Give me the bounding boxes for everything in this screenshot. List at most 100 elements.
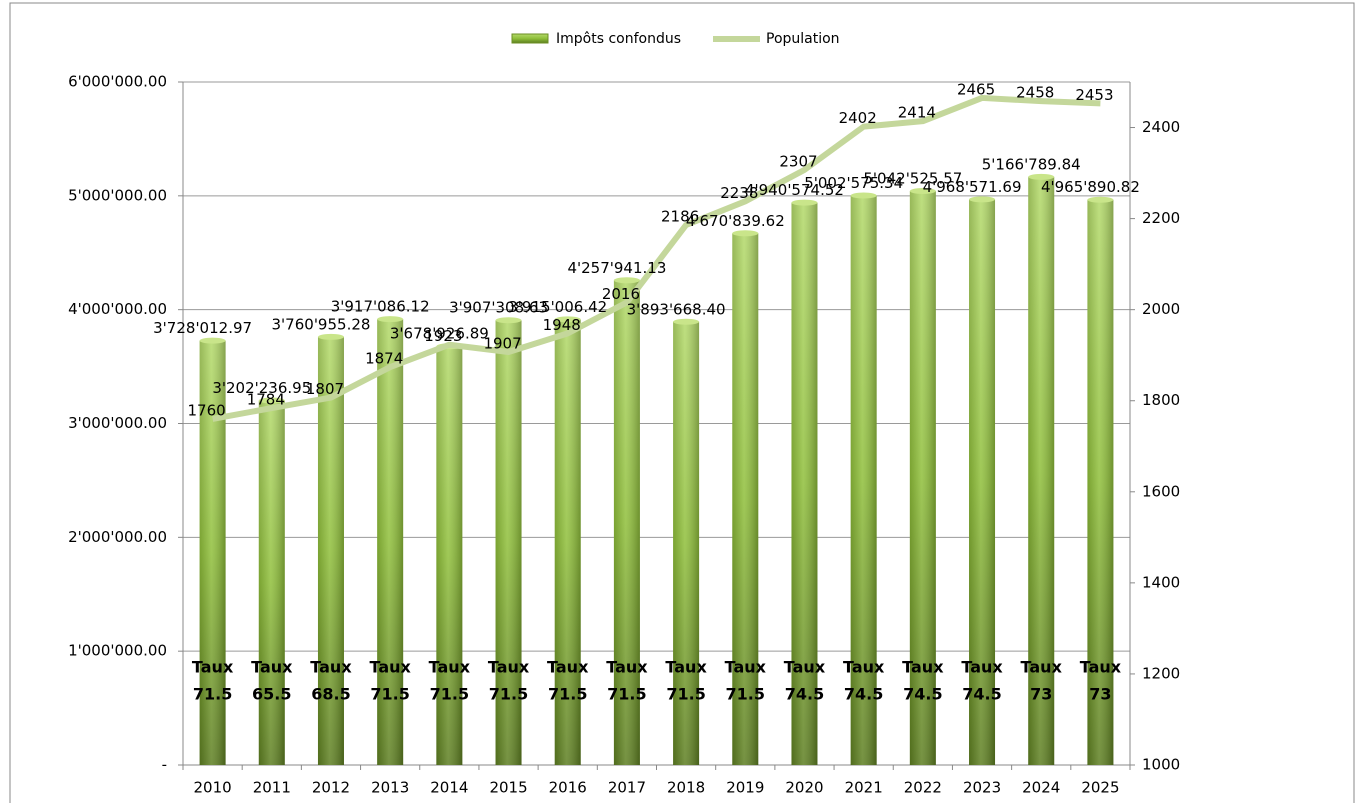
bar-shade	[199, 340, 226, 765]
line-value-label: 1948	[543, 316, 581, 334]
taux-label: Taux	[547, 658, 589, 677]
bar-cap	[1087, 196, 1114, 203]
bar-cap	[969, 196, 996, 203]
taux-value: 71.5	[666, 685, 705, 704]
taux-label: Taux	[1021, 658, 1063, 677]
x-tick-label: 2025	[1081, 779, 1119, 797]
x-tick-label: 2014	[430, 779, 468, 797]
bar-value-label: 3'893'668.40	[627, 300, 726, 318]
taux-value: 71.5	[193, 685, 232, 704]
line-value-label: 1807	[306, 380, 344, 398]
y-tick-label: 4'000'000.00	[68, 300, 167, 318]
x-tick-label: 2011	[253, 779, 291, 797]
taux-value: 71.5	[548, 685, 587, 704]
line-value-label: 2238	[720, 184, 758, 202]
x-tick-label: 2022	[904, 779, 942, 797]
x-tick-label: 2020	[785, 779, 823, 797]
taux-label: Taux	[369, 658, 411, 677]
bar-value-label: 3'728'012.97	[153, 319, 252, 337]
taux-value: 68.5	[311, 685, 350, 704]
bar-value-label: 4'965'890.82	[1041, 178, 1140, 196]
bar-shade	[732, 233, 759, 766]
taux-value: 73	[1089, 685, 1111, 704]
y2-tick-label: 1400	[1142, 573, 1180, 591]
taux-label: Taux	[961, 658, 1003, 677]
y-tick-label: 1'000'000.00	[68, 642, 167, 660]
bar-value-label: 5'166'789.84	[982, 155, 1081, 173]
bar-shade	[554, 319, 581, 765]
taux-value: 65.5	[252, 685, 291, 704]
bar-shade	[791, 202, 818, 766]
taux-label: Taux	[843, 658, 885, 677]
bar-shade	[1087, 199, 1114, 766]
taux-value: 71.5	[430, 685, 469, 704]
taux-label: Taux	[902, 658, 944, 677]
bar-cap	[554, 316, 581, 323]
line-value-label: 2402	[839, 109, 877, 127]
taux-label: Taux	[429, 658, 471, 677]
bar-value-label: 3'202'236.95	[212, 379, 311, 397]
taux-value: 71.5	[607, 685, 646, 704]
taux-label: Taux	[606, 658, 648, 677]
bar-value-label: 3'907'308.63	[449, 299, 548, 317]
taux-value: 71.5	[489, 685, 528, 704]
legend-label: Population	[766, 31, 840, 47]
line-value-label: 2458	[1016, 84, 1054, 102]
bar-cap	[495, 317, 522, 324]
y-tick-label: 5'000'000.00	[68, 186, 167, 204]
x-tick-label: 2024	[1022, 779, 1060, 797]
x-tick-label: 2012	[312, 779, 350, 797]
y2-tick-label: 2000	[1142, 300, 1180, 318]
line	[212, 94, 1101, 422]
bar-cap	[850, 192, 877, 199]
taux-value: 74.5	[785, 685, 824, 704]
x-tick-label: 2016	[549, 779, 587, 797]
bar-value-label: 3'678'926.89	[390, 325, 489, 343]
bar-shade	[969, 199, 996, 766]
bar-cap	[258, 397, 285, 404]
bar-cap	[909, 187, 936, 194]
x-tick-label: 2023	[963, 779, 1001, 797]
bar-value-label: 4'257'941.13	[567, 259, 666, 277]
taux-value: 73	[1030, 685, 1052, 704]
bar-value-label: 3'917'086.12	[331, 298, 430, 316]
bar-value-label: 4'968'571.69	[923, 178, 1022, 196]
x-tick-label: 2013	[371, 779, 409, 797]
taux-label: Taux	[488, 658, 530, 677]
bar-cap	[199, 337, 226, 344]
x-tick-label: 2017	[608, 779, 646, 797]
legend-label: Impôts confondus	[556, 31, 681, 47]
bar-shade	[850, 195, 877, 766]
y2-tick-label: 1800	[1142, 391, 1180, 409]
x-tick-label: 2018	[667, 779, 705, 797]
bar-shade	[495, 320, 522, 765]
x-tick-label: 2019	[726, 779, 764, 797]
taux-value: 74.5	[903, 685, 942, 704]
line-value-label: 1784	[247, 391, 285, 409]
bar-shade	[673, 321, 700, 765]
bar-value-label: 5'002'575.34	[804, 174, 903, 192]
y-tick-label: 3'000'000.00	[68, 414, 167, 432]
line-value-label: 2465	[957, 80, 995, 98]
line-value-label: 1760	[188, 401, 226, 419]
bar-cap	[377, 316, 404, 323]
x-tick-label: 2021	[845, 779, 883, 797]
taux-label: Taux	[251, 658, 293, 677]
bar-cap	[613, 277, 640, 284]
taux-value: 71.5	[726, 685, 765, 704]
x-tick-label: 2015	[489, 779, 527, 797]
y2-tick-label: 1600	[1142, 482, 1180, 500]
bar-value-label: 4'940'574.52	[745, 181, 844, 199]
bar-cap	[791, 199, 818, 206]
chart-border	[9, 2, 1355, 803]
y-tick-label: 2'000'000.00	[68, 528, 167, 546]
taux-label: Taux	[310, 658, 352, 677]
bar-cap	[1028, 173, 1055, 180]
bar-shade	[317, 336, 344, 765]
y-tick-label: 6'000'000.00	[68, 73, 167, 91]
line-value-label: 2453	[1075, 86, 1113, 104]
bar-value-label: 4'670'839.62	[686, 212, 785, 230]
legend-swatch	[511, 33, 549, 44]
bar-shade	[1028, 176, 1055, 765]
